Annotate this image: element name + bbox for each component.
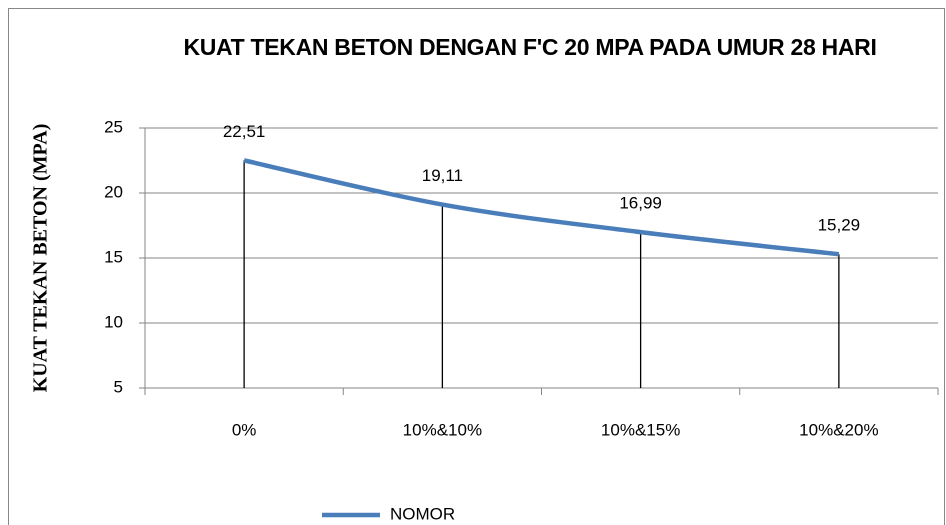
- x-tick-label: 10%&15%: [601, 420, 680, 439]
- chart-title: KUAT TEKAN BETON DENGAN F'C 20 MPA PADA …: [183, 34, 877, 60]
- y-tick-label: 20: [104, 182, 123, 201]
- data-label: 16,99: [619, 194, 662, 213]
- y-tick-label: 25: [104, 117, 123, 136]
- chart-border: [8, 8, 945, 525]
- y-tick-label: 5: [114, 377, 123, 396]
- x-tick-label: 10%&20%: [799, 420, 878, 439]
- legend-label: NOMOR: [390, 504, 455, 523]
- y-tick-label: 15: [104, 247, 123, 266]
- data-label: 19,11: [422, 166, 463, 185]
- x-tick-label: 10%&10%: [403, 420, 482, 439]
- series-line: [243, 158, 840, 257]
- x-tick-label: 0%: [232, 420, 257, 439]
- y-tick-label: 10: [104, 312, 123, 331]
- data-label: 15,29: [818, 216, 861, 235]
- y-axis-label: KUAT TEKAN BETON (MPA): [30, 124, 52, 393]
- data-label: 22,51: [223, 122, 266, 141]
